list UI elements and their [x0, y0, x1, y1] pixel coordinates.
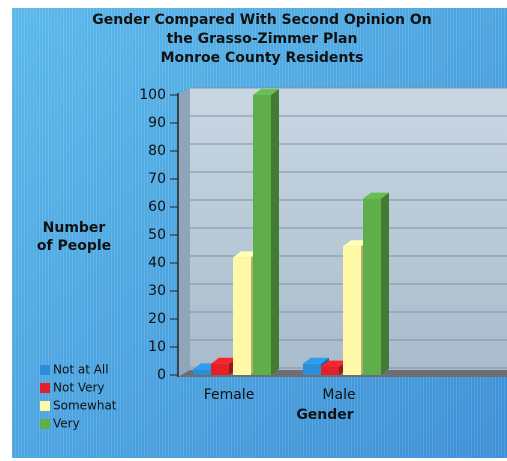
bar	[193, 369, 211, 375]
chart-title: Monroe County Residents	[161, 50, 364, 66]
bar-top	[303, 357, 329, 364]
bar	[253, 95, 271, 375]
x-tick-label: Female	[204, 387, 255, 403]
bar-top	[363, 192, 389, 199]
y-axis-label: of People	[37, 238, 111, 254]
y-tick-label: 40	[148, 255, 166, 271]
y-tick-label: 70	[148, 171, 166, 187]
y-tick-label: 20	[148, 311, 166, 327]
bar	[211, 363, 229, 375]
y-axis-label: Number	[43, 220, 106, 236]
legend-label: Very	[53, 417, 80, 431]
bar-top	[211, 357, 237, 364]
x-axis-label: Gender	[296, 407, 353, 423]
y-tick-label: 10	[148, 339, 166, 355]
bar-side	[381, 192, 389, 375]
legend-label: Somewhat	[53, 399, 117, 413]
y-tick-label: 100	[139, 87, 166, 103]
y-tick-label: 0	[157, 367, 166, 383]
y-tick-label: 90	[148, 115, 166, 131]
legend-label: Not at All	[53, 363, 109, 377]
legend-swatch	[40, 419, 50, 429]
legend-swatch	[40, 383, 50, 393]
bar	[343, 246, 361, 375]
bar-side	[271, 89, 279, 375]
legend-swatch	[40, 401, 50, 411]
y-tick-label: 80	[148, 143, 166, 159]
bar-top	[253, 89, 279, 95]
chart-title: Gender Compared With Second Opinion On	[92, 12, 431, 28]
x-tick-label: Male	[322, 387, 355, 403]
bar	[321, 366, 339, 375]
y-tick-label: 60	[148, 199, 166, 215]
legend-swatch	[40, 365, 50, 375]
bar	[303, 363, 321, 375]
y-tick-label: 30	[148, 283, 166, 299]
side-wall	[178, 88, 190, 377]
bar-top	[343, 240, 369, 247]
chart-title: the Grasso-Zimmer Plan	[167, 31, 358, 47]
bar	[233, 257, 251, 375]
y-tick-label: 50	[148, 227, 166, 243]
bar-top	[233, 251, 259, 258]
bar	[363, 198, 381, 375]
legend-label: Not Very	[53, 381, 105, 395]
bar-top	[321, 360, 347, 367]
